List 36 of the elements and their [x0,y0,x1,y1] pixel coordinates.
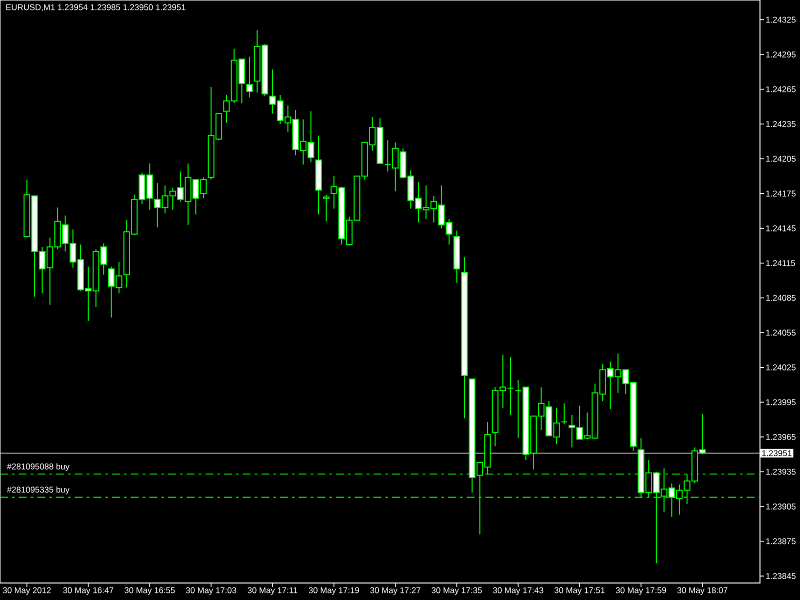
chart-title: EURUSD,M1 1.23954 1.23985 1.23950 1.23951 [6,4,186,12]
candlestick [322,194,330,222]
ref-line-label: #281095335 buy [6,486,70,494]
y-tick-label: 1.24085 [766,294,796,301]
y-tick-label: 1.23995 [766,399,796,406]
y-tick-label: 1.24325 [766,16,796,23]
x-tick-label: 30 May 16:55 [124,587,175,595]
x-tick-label: 30 May 16:47 [63,587,114,595]
x-tick-label: 30 May 17:35 [432,587,482,595]
candlestick [560,402,568,425]
x-tick-label: 30 May 17:43 [493,587,544,595]
x-tick-label: 30 May 2012 [2,587,51,595]
y-tick-label: 1.24145 [766,225,796,232]
y-tick-label: 1.23875 [766,538,796,544]
x-tick-label: 30 May 17:51 [554,587,605,595]
x-tick-label: 30 May 18:07 [677,587,728,595]
y-tick-label: 1.23965 [766,434,796,440]
y-tick-label: 1.24265 [766,86,796,92]
ref-line-label: 1.23951 [762,450,792,456]
y-tick-label: 1.24295 [766,51,796,58]
ref-line-label: #281095088 buy [6,463,70,472]
candlestick [246,56,253,98]
x-tick-label: 30 May 17:59 [616,587,666,595]
x-tick-label: 30 May 17:27 [370,587,420,595]
y-tick-label: 1.24055 [766,330,796,336]
y-tick-label: 1.24205 [766,156,796,162]
y-tick-label: 1.24235 [766,121,796,127]
y-tick-label: 1.24025 [766,364,796,370]
y-tick-label: 1.23935 [766,468,796,475]
x-tick-label: 30 May 17:03 [186,587,236,595]
y-tick-label: 1.23845 [766,573,796,580]
x-tick-label: 30 May 17:19 [308,587,359,595]
y-tick-label: 1.24175 [766,190,796,197]
y-tick-label: 1.24115 [766,260,795,266]
x-tick-label: 30 May 17:11 [248,587,298,595]
y-tick-label: 1.23905 [766,504,796,510]
